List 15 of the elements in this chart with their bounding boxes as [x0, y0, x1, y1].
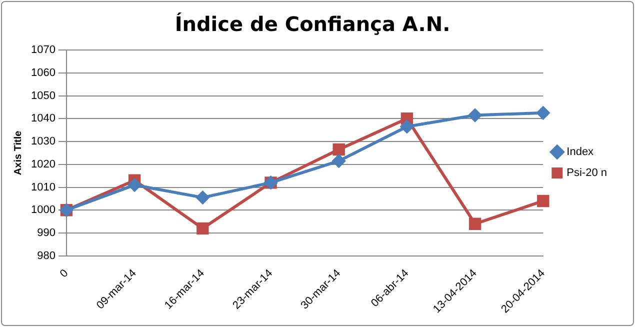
y-tick-label: 1060: [30, 66, 56, 79]
y-tick-label: 1050: [30, 90, 56, 102]
y-tick-label: 1070: [30, 44, 56, 56]
y-tick-label: 980: [37, 250, 56, 262]
y-axis-title: Axis Title: [12, 130, 24, 176]
y-tick-label: 1040: [30, 112, 56, 125]
y-tick-label: 1000: [30, 204, 56, 216]
legend-label: Psi-20 n: [566, 167, 608, 180]
chart-title: Índice de Confiança A.N.: [174, 12, 450, 36]
y-tick-label: 1030: [30, 136, 56, 148]
y-tick-label: 1020: [30, 158, 56, 170]
y-tick-label: 990: [37, 227, 56, 240]
legend-label: Index: [566, 146, 594, 158]
x-tick-label: 0: [58, 267, 71, 280]
y-tick-label: 1010: [30, 181, 56, 194]
